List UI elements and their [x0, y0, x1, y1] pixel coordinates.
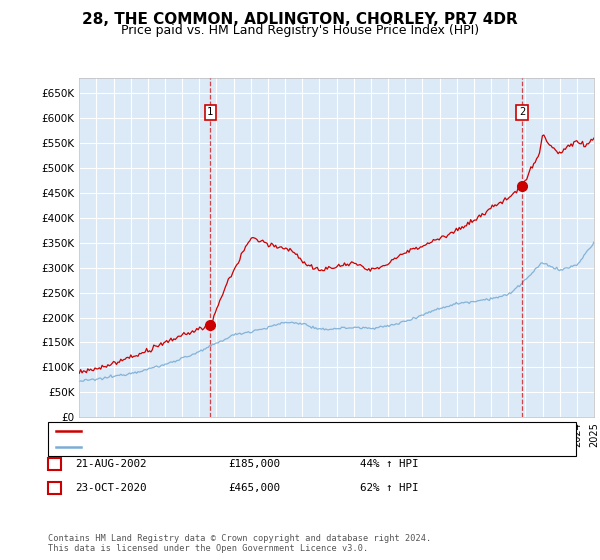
Text: Contains HM Land Registry data © Crown copyright and database right 2024.
This d: Contains HM Land Registry data © Crown c… — [48, 534, 431, 553]
Text: 62% ↑ HPI: 62% ↑ HPI — [360, 483, 419, 493]
Text: Price paid vs. HM Land Registry's House Price Index (HPI): Price paid vs. HM Land Registry's House … — [121, 24, 479, 36]
Text: 23-OCT-2020: 23-OCT-2020 — [75, 483, 146, 493]
Text: HPI: Average price, detached house, Chorley: HPI: Average price, detached house, Chor… — [85, 442, 343, 452]
Text: 21-AUG-2002: 21-AUG-2002 — [75, 459, 146, 469]
Text: 2: 2 — [52, 483, 58, 493]
Text: 44% ↑ HPI: 44% ↑ HPI — [360, 459, 419, 469]
Text: £185,000: £185,000 — [228, 459, 280, 469]
Text: 28, THE COMMON, ADLINGTON, CHORLEY, PR7 4DR: 28, THE COMMON, ADLINGTON, CHORLEY, PR7 … — [82, 12, 518, 27]
Text: £465,000: £465,000 — [228, 483, 280, 493]
Text: 1: 1 — [52, 459, 58, 469]
Text: 2: 2 — [519, 108, 525, 117]
Text: 1: 1 — [207, 108, 214, 117]
Text: 28, THE COMMON, ADLINGTON, CHORLEY, PR7 4DR (detached house): 28, THE COMMON, ADLINGTON, CHORLEY, PR7 … — [85, 426, 445, 436]
